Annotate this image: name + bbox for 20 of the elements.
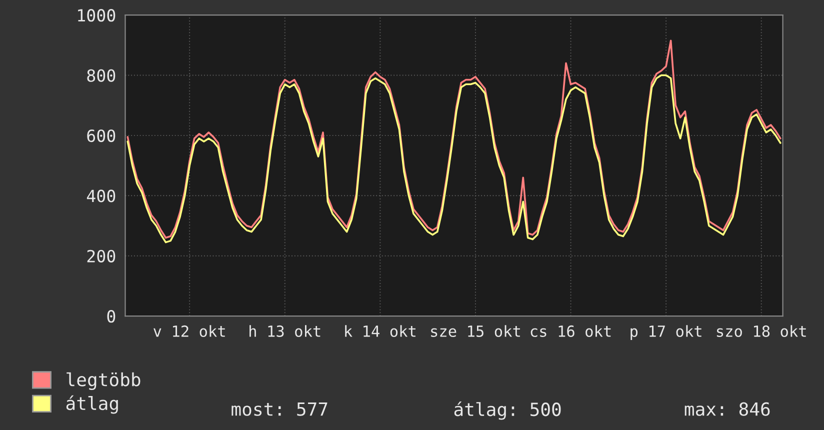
text: max: 846 (684, 402, 770, 416)
y-tick-label: 400 (86, 190, 116, 202)
legend-label: átlag (66, 395, 118, 414)
y-tick-label: 800 (87, 69, 116, 82)
y-tick-label: 600 (87, 129, 116, 142)
text: most: 577 (232, 402, 328, 416)
y-tick-label: 0 (107, 310, 116, 323)
x-tick-label: v 12 okt (154, 325, 225, 337)
x-tick-label: k 14 okt (345, 325, 416, 337)
line-series (126, 74, 782, 244)
text: átlag: 500 (454, 401, 561, 420)
x-tick-label: h 13 okt (250, 325, 320, 337)
x-tick-label: cs 16 okt (530, 325, 611, 337)
legend-label: legtöbb (66, 372, 140, 390)
x-tick-label: sze 15 okt (431, 325, 520, 337)
y-tick-label: 200 (87, 250, 116, 262)
x-tick-label: p 17 okt (630, 325, 702, 340)
line-series (126, 40, 782, 239)
y-tick-label: 1000 (78, 9, 116, 22)
x-tick-label: szo 18 okt (716, 325, 806, 337)
